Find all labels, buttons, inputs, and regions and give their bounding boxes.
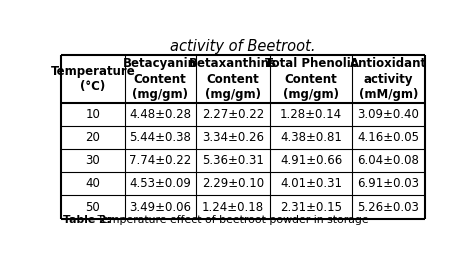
- Text: 2.29±0.10: 2.29±0.10: [202, 177, 264, 190]
- Text: Temperature effect of beetroot powder in storage: Temperature effect of beetroot powder in…: [94, 214, 369, 225]
- Text: activity of Beetroot.: activity of Beetroot.: [170, 39, 316, 54]
- Text: 2.27±0.22: 2.27±0.22: [202, 108, 264, 121]
- Text: 4.91±0.66: 4.91±0.66: [280, 154, 342, 167]
- Text: 3.34±0.26: 3.34±0.26: [202, 131, 264, 144]
- Text: 5.26±0.03: 5.26±0.03: [357, 200, 419, 213]
- Text: Betacyanin
Content
(mg/gm): Betacyanin Content (mg/gm): [123, 57, 197, 101]
- Text: 4.01±0.31: 4.01±0.31: [280, 177, 342, 190]
- Text: Temperature
(°C): Temperature (°C): [51, 65, 135, 93]
- Text: 3.49±0.06: 3.49±0.06: [129, 200, 191, 213]
- Text: 4.53±0.09: 4.53±0.09: [129, 177, 191, 190]
- Text: 40: 40: [85, 177, 100, 190]
- Text: 4.48±0.28: 4.48±0.28: [129, 108, 191, 121]
- Text: 2.31±0.15: 2.31±0.15: [280, 200, 342, 213]
- Text: 7.74±0.22: 7.74±0.22: [129, 154, 191, 167]
- Text: 5.44±0.38: 5.44±0.38: [129, 131, 191, 144]
- Text: Betaxanthins
Content
(mg/gm): Betaxanthins Content (mg/gm): [189, 57, 277, 101]
- Text: 50: 50: [85, 200, 100, 213]
- Text: 4.38±0.81: 4.38±0.81: [280, 131, 342, 144]
- Text: 1.28±0.14: 1.28±0.14: [280, 108, 342, 121]
- Text: Antioxidant
activity
(mM/gm): Antioxidant activity (mM/gm): [350, 57, 427, 101]
- Text: 10: 10: [85, 108, 100, 121]
- Text: Table 2:: Table 2:: [63, 214, 111, 225]
- Text: 20: 20: [85, 131, 100, 144]
- Text: Total Phenolic
Content
(mg/gm): Total Phenolic Content (mg/gm): [265, 57, 357, 101]
- Text: 1.24±0.18: 1.24±0.18: [202, 200, 264, 213]
- Text: 3.09±0.40: 3.09±0.40: [357, 108, 419, 121]
- Text: 30: 30: [85, 154, 100, 167]
- Text: 6.91±0.03: 6.91±0.03: [357, 177, 419, 190]
- Text: 5.36±0.31: 5.36±0.31: [202, 154, 264, 167]
- Text: 6.04±0.08: 6.04±0.08: [357, 154, 419, 167]
- Text: 4.16±0.05: 4.16±0.05: [357, 131, 419, 144]
